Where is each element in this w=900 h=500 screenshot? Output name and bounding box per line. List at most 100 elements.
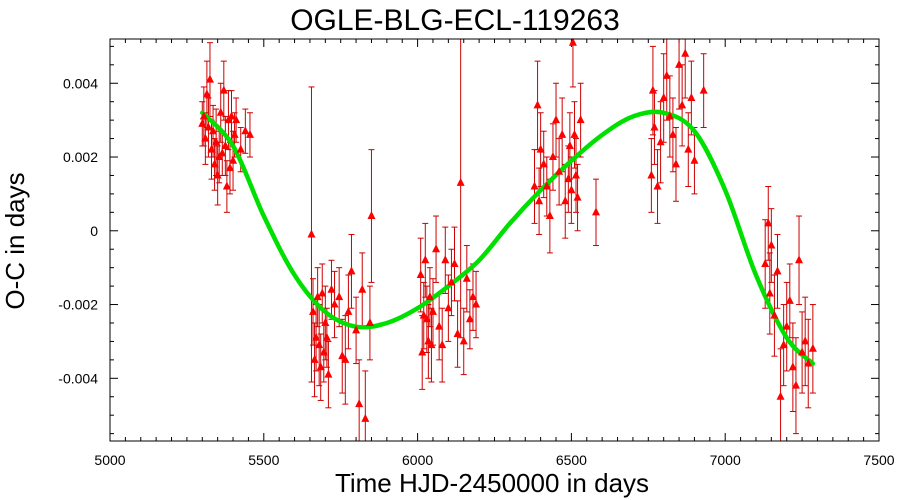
data-point <box>776 391 785 400</box>
chart-title: OGLE-BLG-ECL-119263 <box>290 4 620 37</box>
data-point <box>533 100 542 109</box>
data-point <box>782 321 791 330</box>
x-tick-label: 5000 <box>94 452 125 468</box>
data-point <box>671 159 680 168</box>
data-point <box>453 329 462 338</box>
data-point <box>561 196 570 205</box>
data-point <box>207 144 216 153</box>
data-point <box>202 89 211 98</box>
data-point <box>322 332 331 341</box>
data-point <box>668 129 677 138</box>
data-point <box>312 332 321 341</box>
data-point <box>327 284 336 293</box>
data-point-layer <box>198 37 817 422</box>
data-point <box>432 244 441 253</box>
data-point <box>690 155 699 164</box>
data-point <box>213 170 222 179</box>
x-tick-label: 7000 <box>710 452 741 468</box>
data-point <box>229 155 238 164</box>
data-point <box>352 325 361 334</box>
data-point <box>804 358 813 367</box>
data-point <box>444 303 453 312</box>
data-point <box>219 85 228 94</box>
fit-curve-layer <box>200 109 816 366</box>
data-point <box>307 229 316 238</box>
data-point <box>456 177 465 186</box>
data-point <box>418 347 427 356</box>
data-point <box>365 317 374 326</box>
data-point <box>568 37 577 46</box>
data-point <box>779 340 788 349</box>
data-point <box>773 266 782 275</box>
data-point <box>341 354 350 363</box>
data-point <box>465 314 474 323</box>
x-tick-label: 6000 <box>402 452 433 468</box>
data-point <box>472 299 481 308</box>
data-point <box>216 107 225 116</box>
plot-frame <box>109 38 880 442</box>
data-point <box>648 85 657 94</box>
data-point <box>435 321 444 330</box>
data-point <box>653 181 662 190</box>
data-point <box>535 196 544 205</box>
data-point <box>536 144 545 153</box>
data-point <box>567 185 576 194</box>
data-point <box>422 314 431 323</box>
data-point <box>656 137 665 146</box>
data-point <box>545 211 554 220</box>
data-point <box>241 126 250 135</box>
data-point <box>330 299 339 308</box>
data-point <box>699 85 708 94</box>
data-point <box>438 340 447 349</box>
y-tick-label: 0.004 <box>63 75 98 91</box>
data-point <box>427 340 436 349</box>
data-point <box>764 218 773 227</box>
data-point <box>565 140 574 149</box>
data-point <box>221 140 230 149</box>
data-point <box>324 369 333 378</box>
data-point <box>573 192 582 201</box>
data-point <box>592 207 601 216</box>
data-point <box>462 273 471 282</box>
data-point <box>765 288 774 297</box>
data-point <box>570 129 579 138</box>
data-point <box>681 48 690 57</box>
data-point <box>416 270 425 279</box>
y-tick-label: 0.002 <box>63 149 98 165</box>
data-point <box>310 354 319 363</box>
data-point <box>212 137 221 146</box>
data-point <box>198 118 207 127</box>
axis-ticks: 5000 5500 6000 6500 7000 7500 -0.004 -0.002 0 0.0… <box>58 39 895 468</box>
data-point <box>767 240 776 249</box>
fit-curve <box>200 109 816 366</box>
data-point <box>684 144 693 153</box>
data-point <box>647 170 656 179</box>
data-point <box>347 266 356 275</box>
data-point <box>230 129 239 138</box>
y-tick-label: 0 <box>90 223 98 239</box>
data-point <box>555 166 564 175</box>
data-point <box>459 336 468 345</box>
data-point <box>662 70 671 79</box>
data-point <box>808 343 817 352</box>
x-tick-label: 6500 <box>556 452 587 468</box>
data-point <box>548 152 557 161</box>
y-axis-label: O-C in days <box>0 172 30 309</box>
data-point <box>355 399 364 408</box>
data-point <box>344 306 353 315</box>
data-point <box>447 277 456 286</box>
data-point <box>468 292 477 301</box>
data-point <box>441 255 450 264</box>
data-point <box>225 163 234 172</box>
data-point <box>798 347 807 356</box>
y-tick-label: -0.004 <box>58 370 98 386</box>
data-point <box>678 100 687 109</box>
data-point <box>335 292 344 301</box>
data-point <box>232 115 241 124</box>
data-point <box>201 133 210 142</box>
data-point <box>204 122 213 131</box>
data-point <box>227 111 236 120</box>
data-point <box>218 148 227 157</box>
